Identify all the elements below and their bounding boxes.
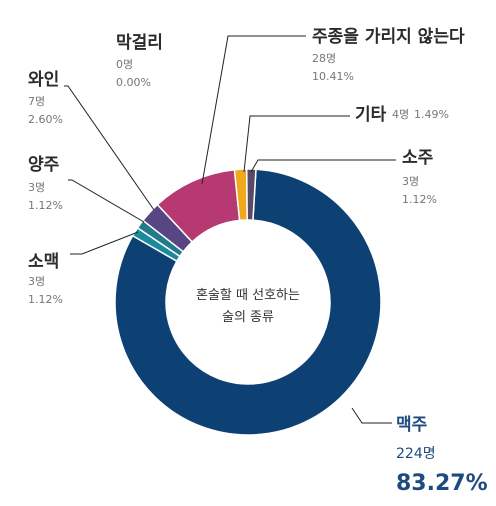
- label-any-type-count: 28명: [312, 52, 336, 65]
- label-wine-percent: 2.60%: [28, 113, 63, 126]
- slice-labels: 혼술할 때 선호하는 술의 종류 맥주 224명 83.27% 소맥 3명 1.…: [28, 27, 488, 496]
- leader-somaek: [70, 231, 139, 255]
- label-somaek-percent: 1.12%: [28, 293, 63, 306]
- label-soju-percent: 1.12%: [402, 193, 437, 206]
- leader-any-type: [201, 35, 306, 185]
- label-any-type-name: 주종을 가리지 않는다: [312, 27, 465, 47]
- label-soju-count: 3명: [402, 175, 419, 188]
- leader-lines: [64, 35, 396, 424]
- slice-beer: [114, 168, 382, 436]
- slice-soju: [245, 168, 257, 221]
- leader-wine: [64, 85, 155, 211]
- label-makgeolli-name: 막걸리: [116, 33, 163, 53]
- leader-etc: [243, 115, 350, 173]
- label-beer-percent: 83.27%: [396, 471, 488, 496]
- label-etc-count: 4명: [392, 108, 409, 121]
- label-yangju-percent: 1.12%: [28, 199, 63, 212]
- leader-yangju: [68, 179, 145, 223]
- label-beer-count: 224명: [396, 446, 436, 462]
- label-yangju-count: 3명: [28, 181, 45, 194]
- center-label-line-2: 술의 종류: [222, 310, 274, 325]
- label-beer-name: 맥주: [396, 415, 428, 435]
- leader-beer: [351, 407, 392, 424]
- leader-soju: [250, 159, 396, 173]
- label-etc-name: 기타: [355, 105, 387, 125]
- label-etc-percent: 1.49%: [414, 108, 449, 121]
- label-wine-name: 와인: [28, 70, 59, 90]
- label-makgeolli-percent: 0.00%: [116, 76, 151, 89]
- label-wine-count: 7명: [28, 95, 45, 108]
- label-makgeolli-count: 0명: [116, 58, 133, 71]
- label-somaek-name: 소맥: [28, 252, 59, 272]
- label-soju-name: 소주: [402, 148, 434, 168]
- label-any-type-percent: 10.41%: [312, 70, 354, 83]
- center-label-line-1: 혼술할 때 선호하는: [196, 288, 300, 303]
- label-yangju-name: 양주: [28, 155, 60, 175]
- label-somaek-count: 3명: [28, 275, 45, 288]
- donut-slices: [114, 168, 382, 436]
